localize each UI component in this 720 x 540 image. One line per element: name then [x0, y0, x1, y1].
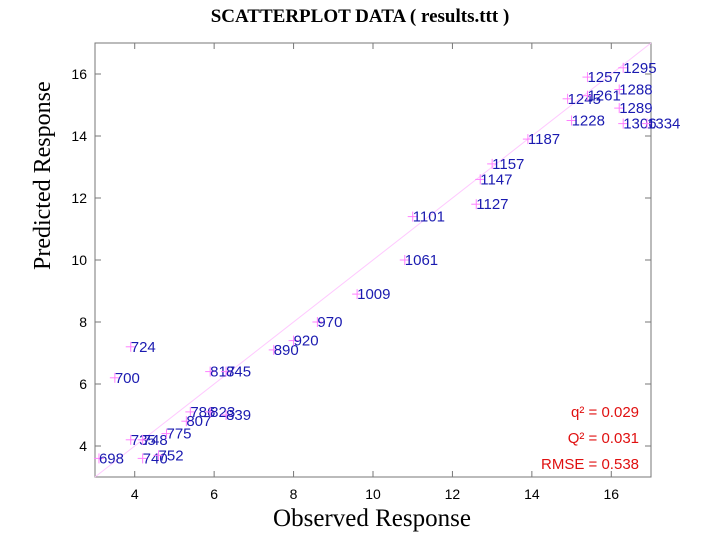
point-label: 1187 [528, 131, 560, 148]
statistics-box: q² = 0.029 Q² = 0.031 RMSE = 0.538 [541, 404, 639, 473]
x-tick-label: 12 [445, 486, 461, 502]
data-point: 1009 [352, 286, 390, 303]
data-point: 823 [205, 404, 235, 421]
y-tick-label: 12 [71, 190, 87, 206]
data-point: 752 [153, 447, 184, 464]
point-label: 1228 [572, 113, 605, 130]
point-label: 1295 [623, 60, 656, 77]
data-point: 1261 [582, 88, 621, 105]
stat-line: RMSE = 0.538 [541, 456, 639, 473]
point-label: 807 [186, 413, 211, 430]
point-label: 1101 [413, 209, 445, 226]
point-label: 890 [274, 342, 299, 359]
point-label: 845 [226, 364, 251, 381]
data-point: 740 [137, 450, 168, 467]
data-point: 1289 [614, 100, 653, 117]
point-label: 752 [159, 447, 184, 464]
data-point: 1257 [582, 69, 621, 86]
stat-line: q² = 0.029 [571, 404, 639, 421]
point-label: 839 [226, 407, 251, 424]
y-tick-label: 8 [79, 314, 87, 330]
point-label: 1289 [619, 100, 652, 117]
x-tick-label: 6 [210, 486, 218, 502]
data-point: 920 [288, 333, 319, 350]
point-label: 1334 [647, 116, 680, 133]
chart-title: SCATTERPLOT DATA ( results.ttt ) [210, 6, 510, 27]
data-point: 1228 [566, 113, 605, 130]
x-tick-label: 10 [365, 486, 381, 502]
y-tick-label: 10 [71, 252, 87, 268]
data-point: 1187 [522, 131, 560, 148]
point-label: 1009 [357, 286, 390, 303]
point-label: 700 [115, 370, 140, 387]
data-point: 1295 [618, 60, 657, 77]
point-label: 823 [210, 404, 235, 421]
point-label: 1127 [476, 196, 508, 213]
data-point: 1245 [562, 91, 601, 108]
data-points: 6987007247357487757407527868078178238398… [93, 60, 680, 467]
x-tick-label: 4 [131, 486, 139, 502]
y-tick-label: 16 [71, 66, 87, 82]
data-point: 1127 [471, 196, 509, 213]
x-tick-label: 16 [603, 486, 619, 502]
point-label: 698 [99, 450, 124, 467]
data-point: 1157 [487, 156, 524, 173]
point-label: 740 [143, 450, 168, 467]
point-label: 970 [317, 314, 342, 331]
data-point: 1306 [618, 116, 657, 133]
point-label: 1147 [480, 171, 512, 188]
x-axis-label: Observed Response [273, 505, 471, 532]
data-point: 748 [137, 432, 168, 449]
point-label: 786 [190, 404, 215, 421]
point-label: 1306 [623, 116, 656, 133]
data-point: 698 [93, 450, 124, 467]
axis-ticks: 4 6 8 10 12 14 16 4 6 8 10 12 14 16 [71, 43, 651, 502]
y-tick-label: 6 [79, 376, 87, 392]
point-label: 1288 [619, 82, 652, 99]
data-point: 1334 [642, 116, 680, 133]
identity-line [94, 42, 652, 478]
stat-line: Q² = 0.031 [568, 430, 639, 447]
point-label: 920 [294, 333, 319, 350]
point-label: 1261 [587, 88, 620, 105]
data-point: 807 [181, 413, 211, 430]
data-point: 839 [221, 407, 251, 424]
reference-line-layer [94, 42, 652, 478]
data-point: 700 [109, 370, 140, 387]
data-point: 970 [312, 314, 342, 331]
point-label: 775 [166, 426, 191, 443]
data-point: 1061 [399, 252, 438, 269]
point-label: 724 [131, 339, 156, 356]
data-point: 775 [161, 426, 192, 443]
x-tick-label: 8 [290, 486, 298, 502]
data-point: 1147 [475, 171, 512, 188]
data-point: 845 [221, 364, 251, 381]
data-point: 890 [268, 342, 299, 359]
data-point: 786 [185, 404, 215, 421]
point-label: 1157 [492, 156, 524, 173]
point-label: 1257 [587, 69, 620, 86]
data-point: 724 [125, 339, 156, 356]
point-label: 1061 [405, 252, 438, 269]
y-tick-label: 14 [71, 128, 87, 144]
point-label: 1245 [568, 91, 601, 108]
data-point: 1288 [614, 82, 653, 99]
x-tick-label: 14 [524, 486, 540, 502]
point-label: 748 [143, 432, 168, 449]
y-tick-label: 4 [79, 438, 87, 454]
data-point: 1101 [407, 209, 445, 226]
